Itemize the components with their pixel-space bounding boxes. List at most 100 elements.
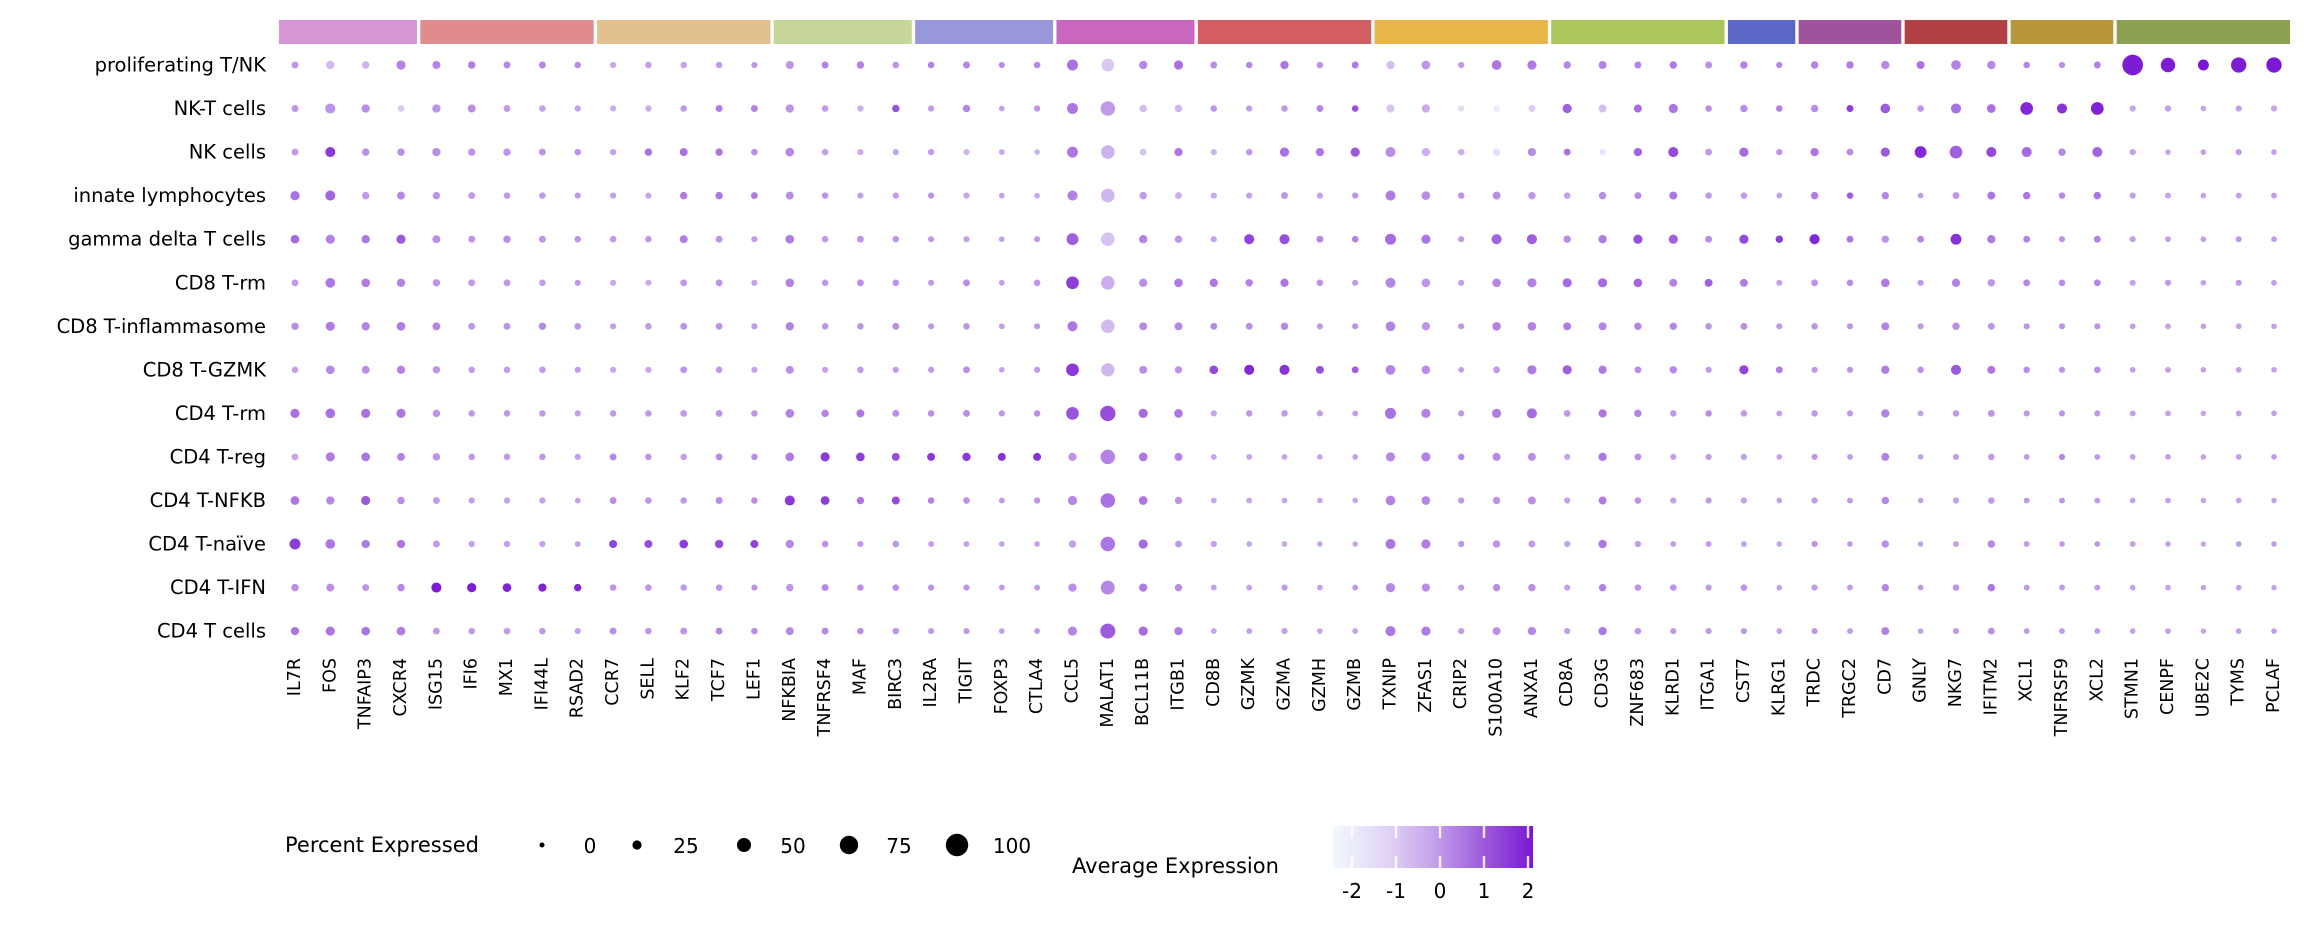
dot	[574, 61, 581, 69]
dot	[2200, 497, 2207, 504]
dot	[502, 583, 512, 592]
gene-label: STMN1	[2123, 658, 2143, 719]
dot	[1245, 61, 1253, 69]
row-label: CD4 T cells	[157, 620, 266, 643]
dot	[998, 628, 1005, 634]
dot	[2235, 279, 2242, 286]
gene-label: MALAT1	[1098, 658, 1118, 728]
gene-group-bar	[1551, 20, 1725, 44]
dot	[2023, 410, 2030, 417]
dot	[963, 628, 970, 635]
dot	[2023, 366, 2030, 374]
dot	[1917, 235, 1925, 243]
dot	[1139, 148, 1147, 156]
dot	[2235, 584, 2242, 591]
colorbar-tick-label: -2	[1342, 879, 1362, 903]
dot	[1847, 584, 1853, 591]
dot	[821, 105, 829, 112]
dot	[1987, 365, 1996, 374]
dot	[1174, 409, 1183, 418]
gene-label: CXCR4	[391, 658, 411, 716]
dot	[1281, 453, 1288, 460]
dot	[1846, 235, 1854, 243]
dot	[1210, 628, 1217, 635]
dot	[1705, 61, 1713, 69]
dot	[1281, 192, 1288, 200]
dot	[928, 323, 935, 330]
gene-group-bar	[420, 20, 594, 44]
dot	[1350, 147, 1360, 157]
dot	[1100, 493, 1116, 508]
row-label: CD4 T-rm	[175, 402, 266, 425]
dot	[1564, 584, 1571, 591]
dot	[609, 627, 617, 635]
gene-group-bar	[1904, 20, 2008, 44]
dot	[1704, 278, 1713, 287]
dot	[2271, 149, 2277, 155]
dot	[1564, 453, 1571, 460]
dot	[751, 61, 758, 69]
dot	[1101, 145, 1115, 159]
dot	[857, 540, 864, 548]
dot	[431, 582, 442, 593]
dot	[1986, 104, 1996, 113]
dot	[821, 235, 829, 243]
size-legend: Percent Expressed 0 25 50 75 100	[285, 833, 1031, 858]
dot	[715, 627, 723, 635]
dot	[2090, 102, 2104, 115]
dot	[1670, 453, 1677, 460]
dot	[574, 453, 581, 460]
dot	[503, 453, 511, 461]
size-legend-value: 25	[673, 834, 698, 858]
dot	[2200, 323, 2207, 330]
dot	[1776, 541, 1783, 547]
dot	[998, 497, 1005, 504]
dot	[928, 236, 935, 243]
dot	[2094, 628, 2101, 635]
dot	[1562, 365, 1572, 375]
dot	[539, 105, 546, 112]
dot	[1776, 628, 1783, 634]
gene-group-bar	[279, 20, 418, 44]
dot	[785, 409, 795, 418]
gene-label: BIRC3	[886, 658, 906, 710]
dot	[539, 497, 546, 504]
dot	[2165, 454, 2171, 460]
dot	[2129, 279, 2136, 286]
row-label: proliferating T/NK	[95, 54, 268, 77]
dot	[361, 191, 370, 200]
dot	[326, 496, 335, 505]
dot	[2094, 497, 2101, 504]
dot	[1740, 192, 1748, 199]
dot	[680, 279, 688, 287]
dot	[1563, 148, 1571, 156]
dot	[1138, 626, 1148, 636]
gene-group-bar	[1056, 20, 1195, 44]
dot	[715, 366, 723, 374]
dot	[1175, 540, 1182, 548]
dot	[1881, 583, 1890, 592]
gene-label: IFITM2	[1981, 658, 2001, 715]
dot	[1598, 539, 1607, 549]
dot	[1776, 497, 1783, 504]
dot	[1100, 536, 1116, 552]
dot	[396, 321, 406, 331]
gene-label: ZNF683	[1628, 658, 1648, 727]
dot	[574, 323, 581, 330]
dot	[291, 105, 299, 112]
dot	[1138, 496, 1148, 505]
dot	[2058, 192, 2066, 199]
dot	[1527, 452, 1536, 461]
dot	[820, 452, 830, 462]
dot	[645, 235, 652, 243]
dot	[2022, 191, 2031, 200]
dot	[1740, 104, 1748, 113]
dot	[432, 540, 440, 548]
dot	[396, 365, 406, 374]
gene-group-bar	[1374, 20, 1548, 44]
gene-label: CD8A	[1557, 658, 1577, 707]
gene-label: CD7	[1875, 658, 1895, 695]
gene-label: ITGA1	[1699, 658, 1719, 711]
dot	[1881, 409, 1890, 418]
dot	[1458, 410, 1465, 417]
